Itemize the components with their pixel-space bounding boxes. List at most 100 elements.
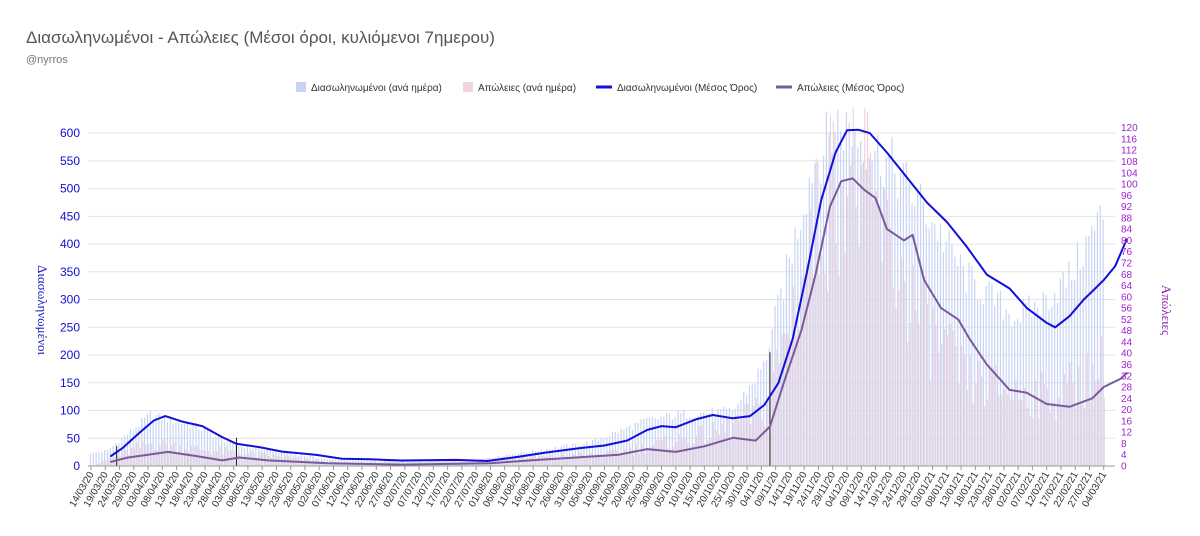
bar-intubated-daily — [166, 422, 169, 466]
legend-item-deaths-daily[interactable]: Απώλειες (ανά ημέρα) — [463, 82, 576, 94]
bar-intubated-daily — [837, 109, 839, 466]
bar-intubated-daily — [1028, 295, 1030, 466]
bar-intubated-daily — [774, 306, 776, 466]
bar-intubated-daily — [483, 458, 485, 466]
bar-intubated-daily — [860, 140, 862, 466]
bar-intubated-daily — [1005, 309, 1007, 466]
bar-deaths-daily — [102, 460, 104, 466]
bar-intubated-daily — [226, 442, 228, 466]
bar-intubated-daily — [129, 429, 131, 466]
bar-deaths-daily — [410, 460, 412, 466]
bar-intubated-daily — [626, 427, 628, 466]
bar-intubated-daily — [300, 454, 303, 466]
bar-deaths-daily — [1075, 407, 1077, 466]
y-tick-label-left: 450 — [60, 209, 80, 223]
bar-intubated-daily — [221, 437, 223, 466]
bar-deaths-daily — [627, 452, 629, 466]
bar-intubated-daily — [1051, 306, 1053, 466]
bar-intubated-daily — [894, 172, 896, 466]
bar-intubated-daily — [945, 241, 947, 466]
bar-intubated-daily — [862, 161, 865, 467]
bar-intubated-daily — [611, 432, 614, 466]
bar-deaths-daily — [892, 287, 894, 466]
legend-item-intubated-average[interactable]: Διασωληνωμένοι (Μέσος Όρος) — [596, 82, 757, 94]
y-tick-label-right: 104 — [1121, 168, 1138, 179]
bar-deaths-daily — [792, 286, 794, 466]
y-axis-right-ticks: 0481216202428323640444852566064687276808… — [1121, 123, 1138, 472]
bar-deaths-daily — [981, 376, 983, 466]
bar-deaths-daily — [943, 328, 946, 466]
bar-intubated-daily — [586, 441, 588, 466]
bar-deaths-daily — [812, 278, 814, 466]
bar-deaths-daily — [615, 450, 618, 466]
bar-intubated-daily — [149, 411, 151, 466]
line-intubated-average — [110, 128, 1128, 462]
bar-intubated-daily — [181, 423, 183, 466]
bar-intubated-daily — [574, 443, 576, 466]
bar-intubated-daily — [529, 452, 531, 466]
bar-deaths-daily — [652, 445, 655, 466]
bar-deaths-daily — [1021, 399, 1023, 466]
bar-intubated-daily — [674, 417, 676, 466]
bar-intubated-daily — [540, 449, 542, 466]
y-tick-label-right: 40 — [1121, 349, 1133, 360]
bar-intubated-daily — [1056, 302, 1059, 466]
bar-intubated-daily — [1031, 316, 1033, 466]
bar-deaths-daily — [607, 451, 609, 466]
bar-deaths-daily — [978, 361, 980, 466]
bar-intubated-daily — [246, 445, 248, 466]
y-tick-label-right: 48 — [1121, 326, 1133, 337]
bar-deaths-daily — [396, 460, 398, 466]
bar-deaths-daily — [199, 449, 201, 466]
bar-deaths-daily — [541, 455, 543, 466]
bar-intubated-daily — [905, 162, 907, 467]
bar-deaths-daily — [613, 449, 615, 466]
y-tick-label-right: 44 — [1121, 337, 1133, 348]
legend-item-deaths-average[interactable]: Απώλειες (Μέσος Όρος) — [776, 82, 904, 94]
y-tick-label-left: 600 — [60, 126, 80, 140]
bar-intubated-daily — [141, 417, 143, 466]
bar-intubated-daily — [566, 444, 568, 466]
bar-intubated-daily — [1082, 266, 1084, 466]
bar-intubated-daily — [857, 147, 859, 466]
bar-deaths-daily — [621, 454, 623, 466]
bar-deaths-daily — [704, 443, 706, 466]
bar-intubated-daily — [825, 111, 828, 466]
bar-intubated-daily — [260, 449, 263, 466]
bar-intubated-daily — [514, 454, 517, 466]
y-tick-label-right: 0 — [1121, 462, 1127, 473]
bar-intubated-daily — [902, 163, 905, 467]
bar-deaths-daily — [655, 440, 658, 466]
bar-intubated-daily — [500, 456, 502, 466]
bar-intubated-daily — [1048, 310, 1050, 466]
bar-intubated-daily — [1002, 319, 1004, 466]
bar-intubated-daily — [98, 452, 100, 466]
bar-intubated-daily — [703, 412, 705, 466]
bar-deaths-daily — [590, 452, 592, 466]
bar-deaths-daily — [675, 442, 678, 466]
bar-intubated-daily — [708, 413, 711, 466]
bar-intubated-daily — [212, 437, 214, 466]
bar-deaths-daily — [992, 367, 994, 466]
bar-deaths-daily — [941, 344, 943, 466]
bar-intubated-daily — [609, 436, 611, 466]
bar-intubated-daily — [183, 424, 186, 466]
legend-item-intubated-daily[interactable]: Διασωληνωμένοι (ανά ημέρα) — [296, 82, 442, 94]
bar-intubated-daily — [848, 122, 850, 466]
bar-deaths-daily — [524, 459, 526, 466]
bar-intubated-daily — [614, 431, 616, 466]
bar-intubated-daily — [700, 412, 702, 466]
y-tick-label-right: 116 — [1121, 134, 1137, 145]
bar-deaths-daily — [809, 209, 812, 466]
bar-deaths-daily — [202, 450, 204, 466]
bar-intubated-daily — [161, 420, 163, 466]
bar-deaths-daily — [895, 308, 897, 466]
bar-deaths-daily — [587, 454, 589, 466]
bar-deaths-daily — [624, 449, 626, 466]
bar-deaths-daily — [650, 446, 652, 466]
y-tick-label-right: 80 — [1121, 236, 1133, 247]
bar-deaths-daily — [781, 334, 783, 466]
bar-deaths-daily — [236, 453, 238, 466]
bar-intubated-daily — [494, 457, 497, 466]
y-axis-left-ticks: 0 50 100 150 200 250 300 350 400 450 500 550 600 — [60, 126, 80, 473]
